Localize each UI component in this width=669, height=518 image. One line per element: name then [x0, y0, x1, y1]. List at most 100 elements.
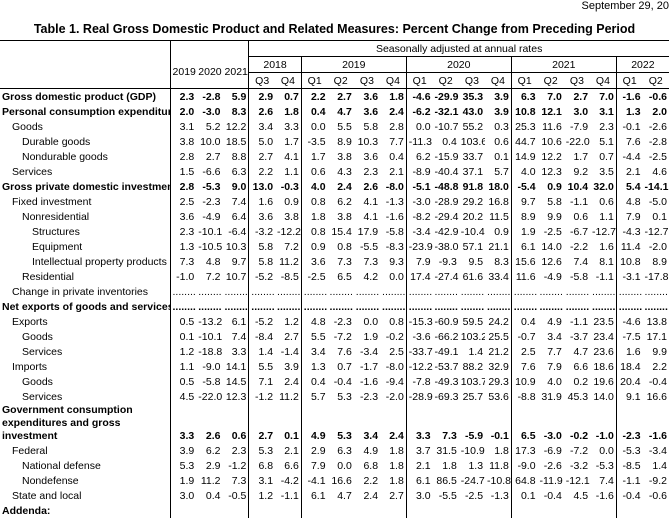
- value-cell: 5.7: [494, 165, 509, 178]
- value-cell: -1.4: [280, 345, 299, 358]
- value-cell: 0.1: [284, 430, 299, 442]
- value-cell: 7.4: [573, 255, 589, 268]
- value-cell: 1.9: [363, 330, 379, 343]
- quarter-header: Q2: [642, 72, 669, 89]
- value-cell: 5.8: [547, 195, 562, 208]
- value-cell: -5.5: [359, 240, 379, 253]
- value-cell: 2.8: [389, 120, 404, 133]
- value-cell: 3.1: [248, 473, 276, 488]
- row-label: Goods: [22, 330, 53, 343]
- value-cell: 0.2: [573, 375, 589, 388]
- value-cell: -9.3: [438, 255, 457, 268]
- value-cell: -10.1: [198, 225, 223, 238]
- value-cell: -3.2: [248, 224, 276, 239]
- row-label: Gross private domestic investment: [2, 180, 171, 193]
- value-cell: 6.1: [300, 488, 328, 503]
- table-row: Services 1.5 -6.6 6.3 2.2 1.1 0.6 4.3 2.3 2.1 -8.9…: [0, 164, 669, 179]
- value-cell: 3.8: [337, 150, 352, 163]
- value-cell: 0.1: [652, 210, 667, 223]
- value-cell: -1.6: [615, 88, 643, 104]
- value-cell: -4.6: [405, 88, 433, 104]
- value-cell: 6.1: [405, 473, 433, 488]
- value-cell: 2.4: [389, 105, 404, 118]
- value-cell: 0.6: [573, 210, 589, 223]
- value-cell: -2.0: [648, 240, 667, 253]
- value-cell: 2.8: [169, 179, 197, 194]
- value-cell: -10.4: [460, 225, 485, 238]
- value-cell: -10.7: [434, 120, 459, 133]
- value-cell: 5.8: [248, 239, 276, 254]
- row-label: Exports: [12, 315, 48, 328]
- value-cell: -10.1: [198, 330, 223, 343]
- quarter-header: Q3: [563, 72, 591, 89]
- value-cell: -49.3: [434, 375, 459, 388]
- value-cell: 6.3: [337, 444, 352, 457]
- value-cell: -1.1: [569, 195, 589, 208]
- value-cell: 14.1: [225, 360, 247, 373]
- value-cell: 17.4: [405, 269, 433, 284]
- year-header: 2021: [222, 56, 249, 89]
- value-cell: 5.3: [337, 390, 352, 403]
- value-cell: ........: [565, 285, 590, 298]
- value-cell: 0.4: [300, 374, 328, 389]
- value-cell: -2.8: [648, 135, 667, 148]
- value-cell: 2.3: [599, 120, 614, 133]
- value-cell: 8.9: [510, 209, 538, 224]
- value-cell: ........: [539, 285, 563, 298]
- table-row: Services 1.2 -18.8 3.3 1.4 -1.4 3.4 7.6 -3.4 2.5-…: [0, 344, 669, 359]
- value-cell: 61.6: [462, 270, 484, 283]
- value-cell: 5.7: [300, 389, 328, 404]
- value-cell: -9.2: [648, 474, 667, 487]
- value-cell: [590, 503, 616, 518]
- table: Seasonally adjusted at annual rates 2019 2…: [0, 40, 669, 518]
- row-label: Residential: [22, 270, 74, 283]
- value-cell: 0.0: [389, 270, 404, 283]
- value-cell: -5.3: [615, 443, 643, 458]
- value-cell: 1.8: [389, 474, 404, 487]
- value-cell: -8.4: [248, 329, 276, 344]
- value-cell: -1.6: [385, 210, 404, 223]
- value-cell: -1.0: [169, 269, 197, 284]
- value-cell: ........: [539, 300, 563, 313]
- value-cell: -7.8: [405, 374, 433, 389]
- value-cell: 3.6: [363, 105, 379, 118]
- value-cell: 0.4: [205, 489, 221, 502]
- value-cell: 1.2: [284, 315, 299, 328]
- value-cell: ........: [300, 299, 328, 314]
- row-label: Nonresidential: [22, 210, 90, 223]
- value-cell: -2.6: [648, 120, 667, 133]
- quarter-header: Q2: [432, 72, 459, 89]
- value-cell: 3.9: [284, 360, 299, 373]
- quarter-header: Q2: [327, 72, 354, 89]
- value-cell: 11.2: [200, 474, 221, 487]
- value-cell: 1.8: [494, 444, 509, 457]
- table-row: National defense 5.3 2.9 -1.2 6.8 6.6 7.9 0.0 6.…: [0, 458, 669, 473]
- value-cell: 5.2: [205, 120, 221, 133]
- value-cell: -0.2: [569, 430, 589, 442]
- table-row: Change in private inventories...........…: [0, 284, 669, 299]
- value-cell: 9.2: [573, 165, 589, 178]
- value-cell: -2.3: [333, 315, 352, 328]
- value-cell: 2.9: [248, 88, 276, 104]
- value-cell: 23.4: [593, 330, 614, 343]
- value-cell: 3.0: [405, 488, 433, 503]
- value-cell: -1.1: [595, 270, 614, 283]
- value-cell: 5.5: [248, 359, 276, 374]
- value-cell: 0.6: [231, 430, 247, 442]
- value-cell: 2.7: [337, 90, 352, 103]
- value-cell: ........: [169, 299, 197, 314]
- value-cell: -15.3: [405, 314, 433, 329]
- value-cell: 4.1: [284, 150, 299, 163]
- value-cell: 17.9: [357, 225, 379, 238]
- year-header: 2018: [248, 56, 302, 73]
- value-cell: 1.3: [468, 459, 484, 472]
- value-cell: 3.5: [599, 165, 614, 178]
- value-cell: 7.6: [510, 359, 538, 374]
- value-cell: -0.6: [648, 489, 667, 502]
- header-cell: [0, 72, 171, 89]
- value-cell: 2.1: [615, 164, 643, 179]
- value-cell: [169, 503, 197, 518]
- year-header: 2020: [405, 56, 512, 73]
- value-cell: 1.8: [389, 90, 404, 103]
- value-cell: 4.9: [300, 404, 328, 443]
